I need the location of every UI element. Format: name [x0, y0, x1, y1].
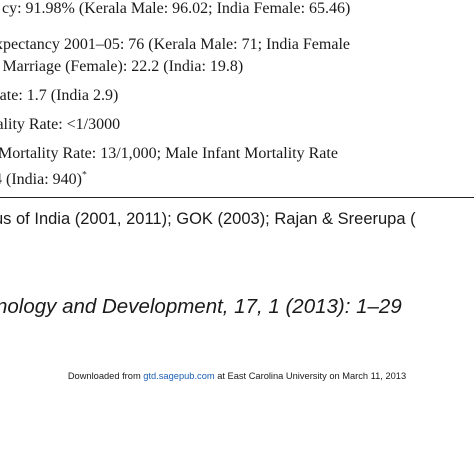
stat-infant-mortality: Mortality Rate: 13/1,000; Male Infant Mo… — [0, 145, 338, 163]
stat-fertility-rate-text: Rate: 1.7 (India 2.9) — [0, 87, 119, 104]
download-note: Downloaded from gtd.sagepub.com at East … — [0, 370, 474, 382]
stat-sex-ratio-text: 84 (India: 940) — [0, 171, 82, 188]
stat-age-at-marriage-text: t Marriage (Female): 22.2 (India: 19.8) — [0, 58, 244, 75]
stat-life-expectancy: xpectancy 2001–05: 76 (Kerala Male: 71; … — [0, 36, 350, 54]
stat-infant-mortality-text: Mortality Rate: 13/1,000; Male Infant Mo… — [0, 145, 338, 162]
table-bottom-rule — [0, 197, 474, 198]
footnote-marker: * — [81, 169, 87, 181]
stat-sex-ratio: 84 (India: 940)* — [0, 169, 87, 189]
download-source-link[interactable]: gtd.sagepub.com — [143, 371, 215, 381]
stat-literacy-text: cy: 91.98% (Kerala Male: 96.02; India Fe… — [2, 0, 351, 17]
stat-maternal-mortality: tality Rate: <1/3000 — [0, 116, 120, 134]
download-note-prefix: Downloaded from — [67, 371, 144, 381]
stat-maternal-mortality-text: tality Rate: <1/3000 — [0, 116, 121, 133]
stat-age-at-marriage: t Marriage (Female): 22.2 (India: 19.8) — [0, 58, 243, 76]
journal-citation: nology and Development, 17, 1 (2013): 1–… — [0, 295, 402, 318]
stat-fertility-rate: Rate: 1.7 (India 2.9) — [0, 87, 118, 105]
stat-life-expectancy-text: xpectancy 2001–05: 76 (Kerala Male: 71; … — [0, 36, 350, 53]
stat-literacy: cy: 91.98% (Kerala Male: 96.02; India Fe… — [2, 0, 350, 18]
download-note-suffix: at East Carolina University on March 11,… — [214, 371, 407, 381]
table-source-note: us of India (2001, 2011); GOK (2003); Ra… — [0, 210, 416, 228]
